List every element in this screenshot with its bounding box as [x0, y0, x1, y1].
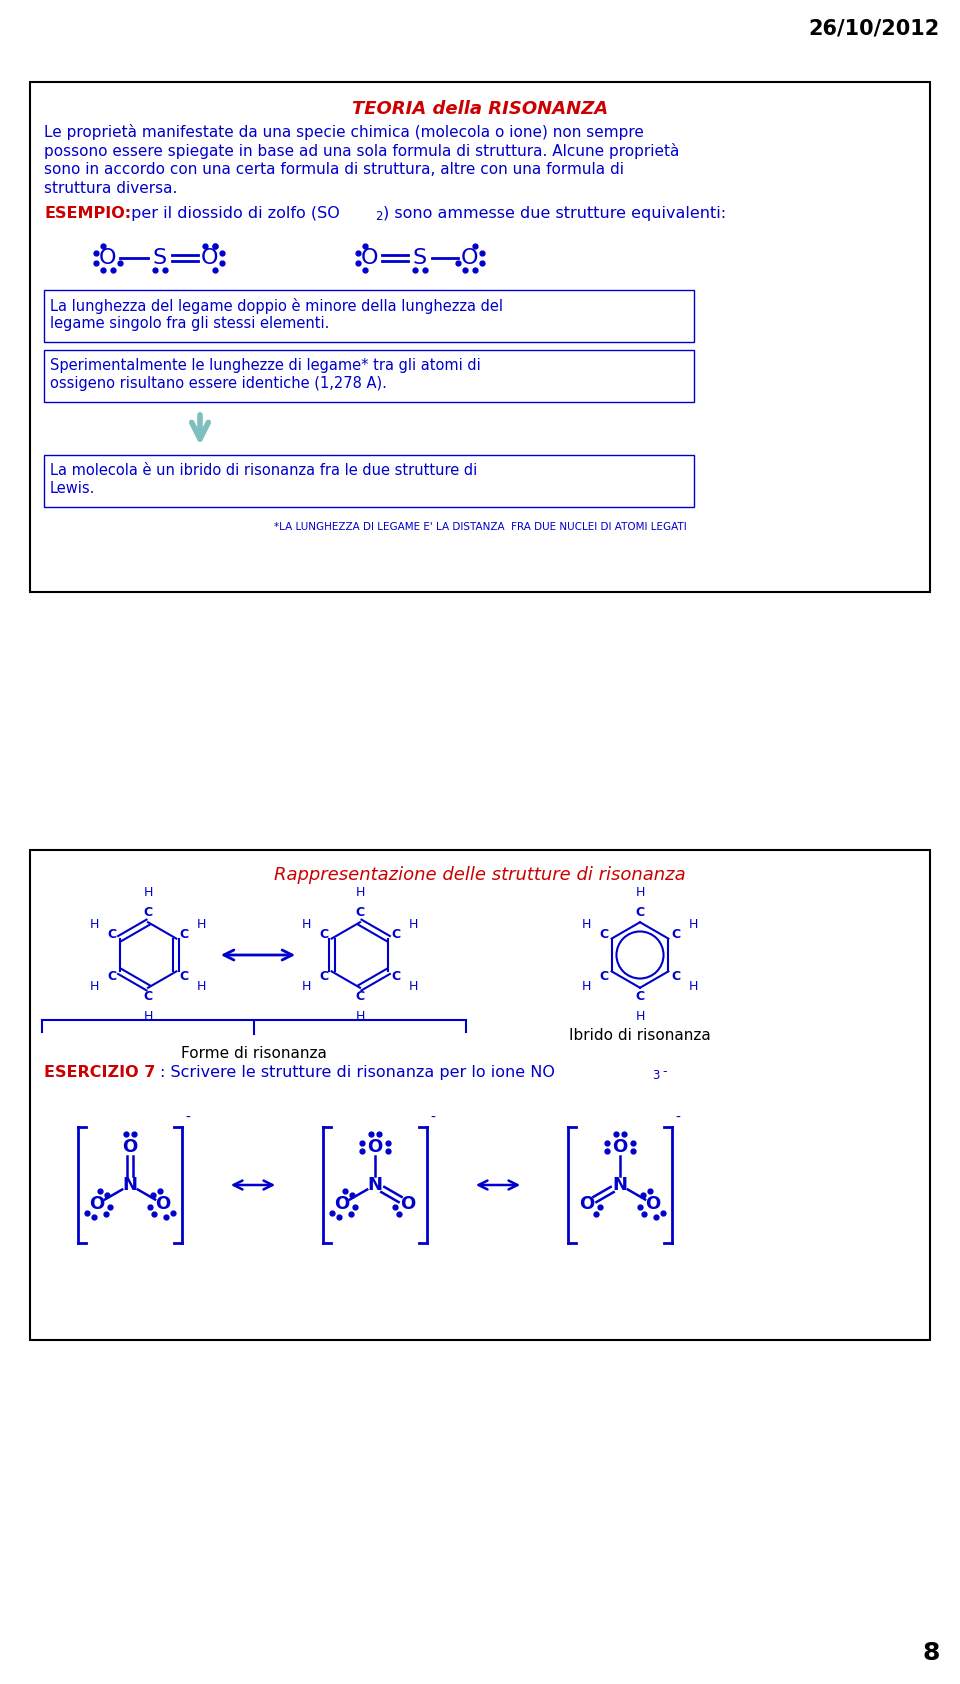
Text: TEORIA della RISONANZA: TEORIA della RISONANZA: [352, 99, 608, 118]
Text: C: C: [392, 928, 401, 940]
Text: legame singolo fra gli stessi elementi.: legame singolo fra gli stessi elementi.: [50, 317, 329, 332]
Text: O: O: [368, 1138, 383, 1155]
Text: : Scrivere le strutture di risonanza per lo ione NO: : Scrivere le strutture di risonanza per…: [160, 1064, 555, 1079]
Bar: [44, 455, 694, 507]
Text: C: C: [672, 970, 681, 982]
Text: H: H: [197, 918, 206, 931]
Text: C: C: [392, 970, 401, 982]
Text: sono in accordo con una certa formula di struttura, altre con una formula di: sono in accordo con una certa formula di…: [44, 162, 624, 177]
Text: ossigeno risultano essere identiche (1,278 A).: ossigeno risultano essere identiche (1,2…: [50, 376, 387, 391]
Text: H: H: [636, 886, 645, 899]
Text: ESEMPIO:: ESEMPIO:: [44, 205, 132, 221]
Text: struttura diversa.: struttura diversa.: [44, 180, 178, 195]
Text: C: C: [319, 928, 328, 940]
Text: H: H: [689, 918, 698, 931]
Text: 26/10/2012: 26/10/2012: [808, 19, 940, 39]
Text: C: C: [180, 928, 189, 940]
Text: O: O: [334, 1196, 349, 1212]
Text: -: -: [662, 1064, 666, 1078]
Text: O: O: [202, 248, 219, 268]
Text: O: O: [122, 1138, 137, 1155]
Text: N: N: [612, 1175, 628, 1194]
Text: H: H: [636, 1010, 645, 1024]
Text: C: C: [599, 928, 609, 940]
Text: O: O: [580, 1196, 594, 1212]
Text: Lewis.: Lewis.: [50, 482, 95, 497]
Text: H: H: [143, 1010, 153, 1024]
Text: O: O: [612, 1138, 628, 1155]
Text: 8: 8: [923, 1640, 940, 1665]
Text: -: -: [185, 1111, 190, 1125]
Text: 3: 3: [652, 1069, 660, 1083]
Text: La lunghezza del legame doppio è minore della lunghezza del: La lunghezza del legame doppio è minore …: [50, 298, 503, 313]
Text: ESERCIZIO 7: ESERCIZIO 7: [44, 1064, 156, 1079]
Text: possono essere spiegate in base ad una sola formula di struttura. Alcune proprie: possono essere spiegate in base ad una s…: [44, 143, 680, 158]
Text: O: O: [99, 248, 117, 268]
Text: H: H: [301, 918, 311, 931]
Text: C: C: [636, 990, 644, 1004]
Text: S: S: [413, 248, 427, 268]
Text: C: C: [108, 970, 116, 982]
Bar: [30, 83, 930, 593]
Text: C: C: [180, 970, 189, 982]
Text: O: O: [461, 248, 479, 268]
Text: Ibrido di risonanza: Ibrido di risonanza: [569, 1027, 710, 1042]
Text: H: H: [689, 980, 698, 992]
Text: H: H: [143, 886, 153, 899]
Text: *LA LUNGHEZZA DI LEGAME E' LA DISTANZA  FRA DUE NUCLEI DI ATOMI LEGATI: *LA LUNGHEZZA DI LEGAME E' LA DISTANZA F…: [274, 522, 686, 532]
Text: S: S: [153, 248, 167, 268]
Text: H: H: [582, 918, 591, 931]
Text: -: -: [430, 1111, 435, 1125]
Text: N: N: [368, 1175, 382, 1194]
Text: H: H: [409, 980, 419, 992]
Text: C: C: [355, 906, 365, 919]
Text: C: C: [319, 970, 328, 982]
Text: H: H: [582, 980, 591, 992]
Text: O: O: [645, 1196, 660, 1212]
Text: H: H: [355, 886, 365, 899]
Text: La molecola è un ibrido di risonanza fra le due strutture di: La molecola è un ibrido di risonanza fra…: [50, 463, 477, 478]
Text: C: C: [355, 990, 365, 1004]
Text: Le proprietà manifestate da una specie chimica (molecola o ione) non sempre: Le proprietà manifestate da una specie c…: [44, 125, 644, 140]
Bar: [44, 350, 694, 402]
Text: H: H: [197, 980, 206, 992]
Text: Sperimentalmente le lunghezze di legame* tra gli atomi di: Sperimentalmente le lunghezze di legame*…: [50, 359, 481, 372]
Text: C: C: [108, 928, 116, 940]
Text: C: C: [143, 990, 153, 1004]
Text: C: C: [599, 970, 609, 982]
Bar: [44, 290, 694, 342]
Text: N: N: [123, 1175, 137, 1194]
Text: C: C: [672, 928, 681, 940]
Text: per il diossido di zolfo (SO: per il diossido di zolfo (SO: [126, 205, 340, 221]
Text: C: C: [143, 906, 153, 919]
Text: 2: 2: [375, 210, 382, 222]
Text: O: O: [156, 1196, 171, 1212]
Text: O: O: [400, 1196, 416, 1212]
Text: H: H: [89, 980, 99, 992]
Text: H: H: [89, 918, 99, 931]
Text: -: -: [675, 1111, 680, 1125]
Text: O: O: [361, 248, 379, 268]
FancyArrowPatch shape: [192, 414, 208, 440]
Text: H: H: [301, 980, 311, 992]
Text: Forme di risonanza: Forme di risonanza: [181, 1046, 327, 1061]
Text: O: O: [89, 1196, 105, 1212]
Text: C: C: [636, 906, 644, 919]
Text: H: H: [355, 1010, 365, 1024]
Text: Rappresentazione delle strutture di risonanza: Rappresentazione delle strutture di riso…: [275, 866, 685, 884]
Text: H: H: [409, 918, 419, 931]
Bar: [30, 850, 930, 1340]
Text: ) sono ammesse due strutture equivalenti:: ) sono ammesse due strutture equivalenti…: [383, 205, 726, 221]
